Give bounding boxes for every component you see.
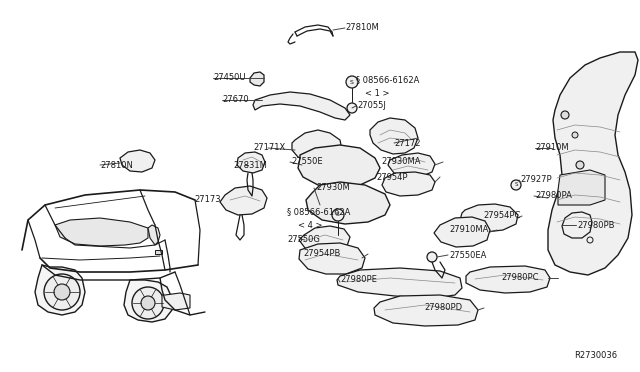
Ellipse shape <box>44 274 80 310</box>
Ellipse shape <box>347 103 357 113</box>
Text: 27172: 27172 <box>394 138 420 148</box>
Polygon shape <box>35 265 85 315</box>
Text: 27930MA: 27930MA <box>381 157 420 167</box>
Polygon shape <box>298 145 380 188</box>
Text: 27550E: 27550E <box>291 157 323 167</box>
Text: 27831M: 27831M <box>233 160 267 170</box>
Text: 27980PA: 27980PA <box>535 192 572 201</box>
Polygon shape <box>292 130 342 162</box>
Text: § 08566-6162A: § 08566-6162A <box>356 76 419 84</box>
Text: 27810M: 27810M <box>345 23 379 32</box>
Polygon shape <box>434 217 490 247</box>
Text: § 08566-6162A: § 08566-6162A <box>287 208 350 217</box>
Polygon shape <box>562 212 592 238</box>
Text: 27927P: 27927P <box>520 176 552 185</box>
Text: < 4 >: < 4 > <box>298 221 323 230</box>
Ellipse shape <box>332 209 344 221</box>
Text: 27980PD: 27980PD <box>424 304 462 312</box>
Polygon shape <box>460 204 518 232</box>
Polygon shape <box>548 52 638 275</box>
Polygon shape <box>466 266 550 293</box>
Ellipse shape <box>141 296 155 310</box>
Text: 27954PB: 27954PB <box>303 250 340 259</box>
Polygon shape <box>250 72 264 86</box>
Ellipse shape <box>581 216 589 224</box>
Text: 27930M: 27930M <box>316 183 349 192</box>
Ellipse shape <box>54 284 70 300</box>
Polygon shape <box>374 295 478 326</box>
Text: 27980PE: 27980PE <box>340 275 377 283</box>
Polygon shape <box>220 186 267 215</box>
Text: < 1 >: < 1 > <box>365 89 390 97</box>
Polygon shape <box>382 172 435 196</box>
Polygon shape <box>299 226 350 253</box>
Text: R2730036: R2730036 <box>574 350 617 359</box>
Text: 27910MA: 27910MA <box>449 225 488 234</box>
Text: 27173: 27173 <box>194 196 221 205</box>
Text: 27980PB: 27980PB <box>577 221 614 230</box>
Text: 27450U: 27450U <box>213 74 246 83</box>
Ellipse shape <box>576 161 584 169</box>
Text: 27670: 27670 <box>222 96 248 105</box>
Ellipse shape <box>572 132 578 138</box>
Polygon shape <box>388 153 435 177</box>
Text: 27171X: 27171X <box>253 144 285 153</box>
Ellipse shape <box>511 180 521 190</box>
Text: 27980PC: 27980PC <box>501 273 538 282</box>
Polygon shape <box>306 182 390 224</box>
Text: 27550G: 27550G <box>287 234 320 244</box>
Text: S: S <box>350 80 354 84</box>
Polygon shape <box>162 293 190 310</box>
Polygon shape <box>558 170 605 205</box>
Text: 27550EA: 27550EA <box>449 250 486 260</box>
Ellipse shape <box>561 111 569 119</box>
Text: 27954PC: 27954PC <box>483 212 520 221</box>
Polygon shape <box>124 280 172 322</box>
Polygon shape <box>148 225 160 245</box>
Polygon shape <box>370 118 418 154</box>
Ellipse shape <box>132 287 164 319</box>
Polygon shape <box>299 243 365 274</box>
Text: S: S <box>515 183 518 187</box>
Ellipse shape <box>427 252 437 262</box>
Text: 27055J: 27055J <box>357 102 386 110</box>
Polygon shape <box>253 92 350 120</box>
Text: 27810N: 27810N <box>100 160 133 170</box>
Polygon shape <box>120 150 155 172</box>
Ellipse shape <box>346 76 358 88</box>
Polygon shape <box>337 268 462 298</box>
Text: 27910M: 27910M <box>535 144 568 153</box>
Text: 27954P: 27954P <box>376 173 408 182</box>
Polygon shape <box>237 152 265 173</box>
Text: S: S <box>336 212 340 218</box>
Polygon shape <box>155 250 162 254</box>
Polygon shape <box>55 218 148 246</box>
